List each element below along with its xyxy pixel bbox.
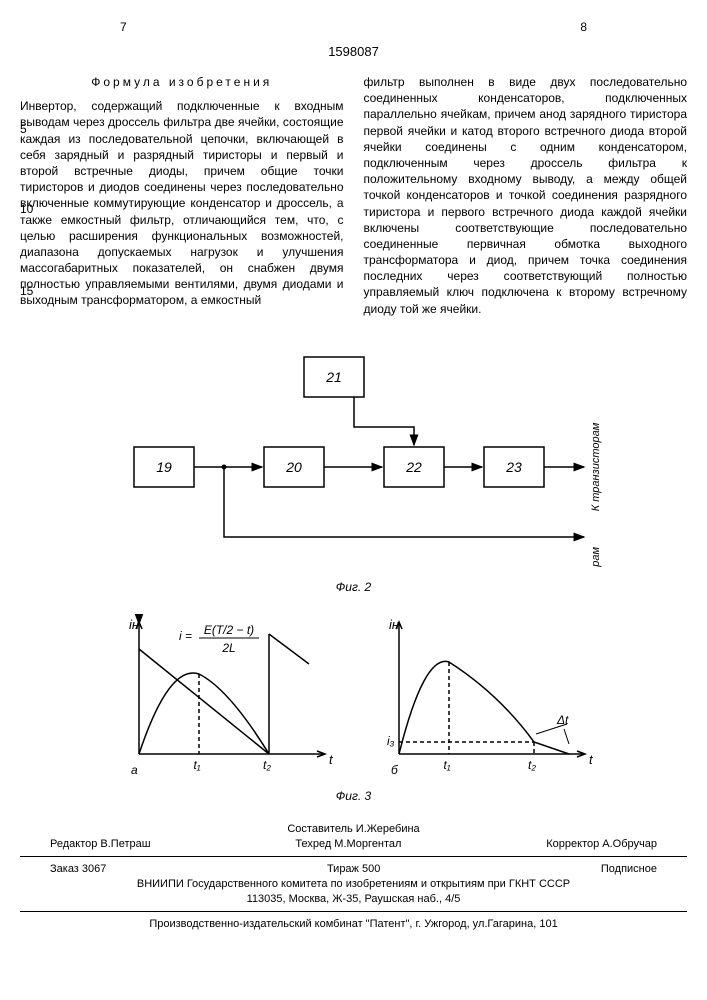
footer: Составитель И.Жеребина Редактор В.Петраш… — [20, 823, 687, 930]
diagram-svg: 19 20 21 22 23 К транзисторам К тиристор… — [104, 347, 604, 567]
footer-tirage: Тираж 500 — [327, 863, 380, 875]
line-number: 10 — [20, 202, 33, 216]
line-number: 15 — [20, 284, 33, 298]
svg-text:2L: 2L — [221, 641, 235, 655]
footer-subscription: Подписное — [601, 863, 657, 875]
line-number: 5 — [20, 122, 27, 136]
footer-compiler: Составитель И.Жеребина — [20, 823, 687, 835]
svg-text:б: б — [391, 763, 399, 777]
footer-org2: Производственно-издательский комбинат "П… — [20, 918, 687, 930]
document-number: 1598087 — [20, 44, 687, 59]
svg-text:22: 22 — [405, 459, 422, 475]
footer-corrector: Корректор А.Обручар — [546, 838, 657, 850]
svg-text:t: t — [589, 752, 594, 767]
footer-order: Заказ 3067 — [50, 863, 106, 875]
page-num-left: 7 — [120, 20, 127, 34]
footer-techred: Техред М.Моргентал — [295, 838, 401, 850]
formula-title: Формула изобретения — [20, 74, 344, 90]
svg-text:19: 19 — [156, 459, 172, 475]
page-num-right: 8 — [580, 20, 587, 34]
fig3-label: Фиг. 3 — [20, 789, 687, 803]
svg-text:iн: iн — [129, 617, 139, 632]
footer-editor: Редактор В.Петраш — [50, 838, 151, 850]
block-diagram: 19 20 21 22 23 К транзисторам К тиристор… — [104, 347, 604, 570]
svg-text:t: t — [329, 752, 334, 767]
svg-text:t₂: t₂ — [263, 758, 271, 772]
svg-text:i₃: i₃ — [387, 734, 395, 748]
footer-addr1: 113035, Москва, Ж-35, Раушская наб., 4/5 — [20, 893, 687, 905]
footer-org1: ВНИИПИ Государственного комитета по изоб… — [20, 878, 687, 890]
chart-left: iн t t₁ t₂ a i = E(T/2 − t) 2L — [109, 614, 339, 784]
chart-right: iн t i₃ t₁ t₂ б Δt — [369, 614, 599, 784]
column-right-text: фильтр выполнен в виде двух последовател… — [364, 75, 688, 316]
svg-text:t₁: t₁ — [443, 758, 450, 772]
svg-text:iн: iн — [389, 617, 399, 632]
out-label-bottom: К тиристорам — [590, 546, 602, 566]
out-label-top: К транзисторам — [590, 422, 602, 511]
svg-text:Δt: Δt — [556, 713, 569, 727]
fig2-label: Фиг. 2 — [20, 580, 687, 594]
svg-text:i =: i = — [179, 629, 192, 643]
svg-text:a: a — [131, 763, 138, 777]
svg-text:E(T/2 − t): E(T/2 − t) — [203, 623, 253, 637]
svg-text:21: 21 — [325, 369, 342, 385]
svg-text:20: 20 — [285, 459, 302, 475]
svg-text:t₁: t₁ — [193, 758, 200, 772]
charts-row: iн t t₁ t₂ a i = E(T/2 − t) 2L iн t i₃ t… — [20, 614, 687, 784]
column-left-text: Инвертор, содержащий подключенные к вход… — [20, 99, 344, 307]
svg-text:23: 23 — [505, 459, 522, 475]
svg-text:t₂: t₂ — [528, 758, 536, 772]
